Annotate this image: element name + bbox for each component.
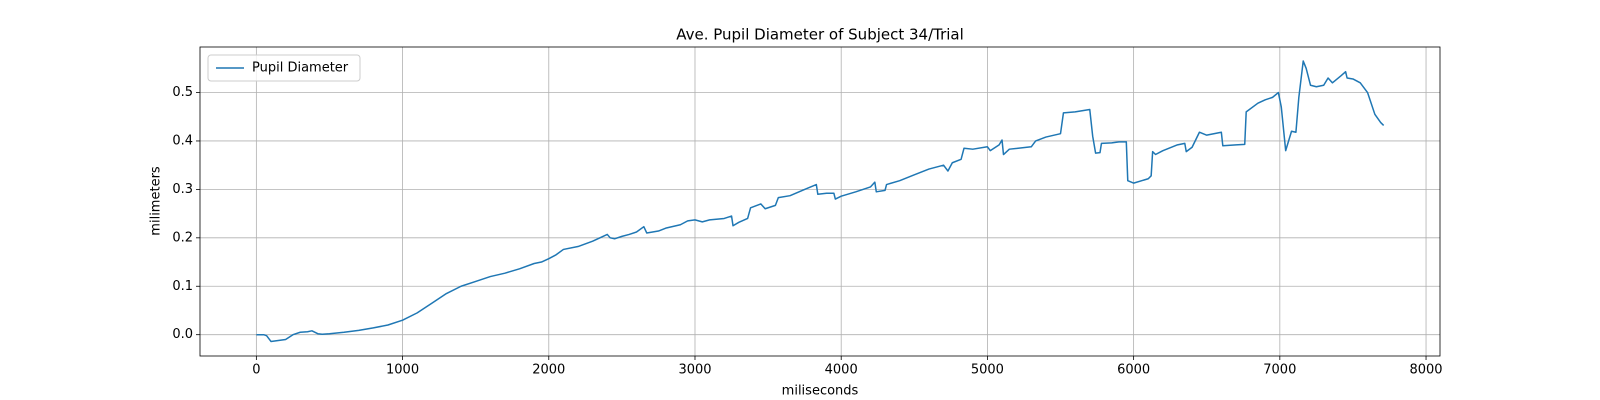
y-tick-label: 0.3 (172, 182, 193, 197)
x-tick-label: 6000 (1117, 363, 1150, 378)
x-axis-label: miliseconds (782, 384, 859, 399)
y-tick-label: 0.1 (172, 279, 193, 294)
y-tick-label: 0.5 (172, 85, 193, 100)
legend-label: Pupil Diameter (252, 61, 349, 76)
x-tick-label: 7000 (1263, 363, 1296, 378)
data-line (256, 60, 1385, 343)
y-tick-label: 0.4 (172, 133, 193, 148)
x-tick-label: 4000 (825, 363, 858, 378)
plot-frame (199, 46, 1441, 357)
legend-box (207, 54, 361, 82)
x-tick-label: 1000 (386, 363, 419, 378)
y-axis-label: milimeters (149, 166, 164, 236)
x-tick-label: 2000 (532, 363, 565, 378)
x-tick-label: 5000 (971, 363, 1004, 378)
y-tick-label: 0.0 (172, 327, 193, 342)
x-tick-label: 8000 (1409, 363, 1442, 378)
chart-title: Ave. Pupil Diameter of Subject 34/Trial (676, 26, 964, 44)
x-tick-label: 0 (252, 363, 260, 378)
y-tick-label: 0.2 (172, 230, 193, 245)
x-tick-label: 3000 (678, 363, 711, 378)
